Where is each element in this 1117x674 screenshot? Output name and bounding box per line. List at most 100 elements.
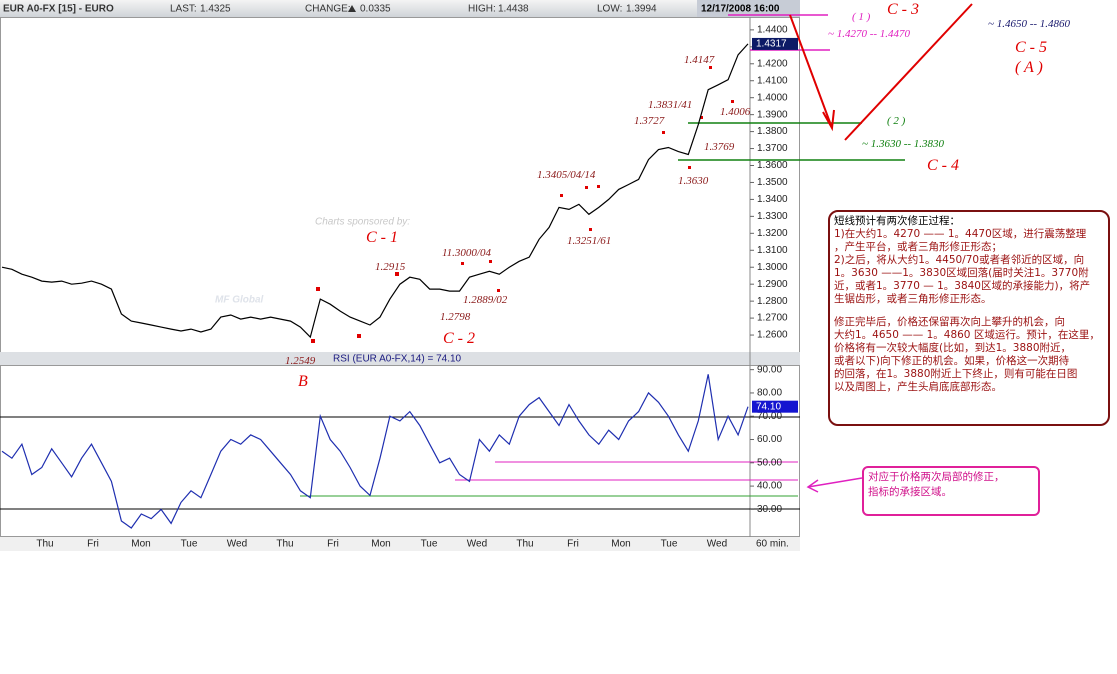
marker — [709, 66, 712, 69]
last-value: 74.10 — [756, 401, 781, 412]
annotation: B — [298, 373, 308, 390]
change-value: 0.0335 — [360, 4, 391, 15]
y-tick-label: 70.00 — [757, 411, 782, 422]
y-tick-label: 50.00 — [757, 457, 782, 468]
arrow — [844, 3, 973, 141]
y-tick-label: 1.3900 — [757, 109, 788, 120]
last-value: 1.4317 — [756, 39, 787, 50]
y-tick-label: 1.4000 — [757, 92, 788, 103]
arrow — [806, 477, 863, 493]
x-tick-label: Thu — [276, 539, 293, 550]
x-tick-label: Tue — [181, 539, 198, 550]
marker — [731, 100, 734, 103]
header-bar — [0, 0, 800, 17]
annotation: ( 2 ) — [887, 115, 906, 127]
annotation: 1.3405/04/14 — [537, 169, 596, 181]
x-tick-label: Wed — [707, 539, 727, 550]
annotation: C - 5 — [1015, 39, 1047, 56]
notes-line: 修正完毕后，价格还保留再次向上攀升的机会，向 — [834, 316, 1065, 328]
x-axis-strip — [0, 537, 800, 551]
rsi-strip — [0, 352, 800, 365]
y-tick-label: 1.3300 — [757, 211, 788, 222]
change-label: CHANGE: — [305, 4, 351, 15]
series-line — [1, 43, 749, 339]
rsi-title: RSI (EUR A0-FX,14) = 74.10 — [333, 354, 462, 365]
x-tick-label: Tue — [661, 539, 678, 550]
notes-title: 短线预计有两次修正过程： — [834, 215, 960, 227]
rsi-panel — [0, 365, 800, 537]
y-tick-label: 1.3500 — [757, 177, 788, 188]
date-box — [697, 0, 800, 17]
annotation: 1.3831/41 — [648, 99, 692, 111]
x-tick-label: Mon — [131, 539, 150, 550]
notes-line: 近，或者1。3770 — 1。3840区域的承接能力)，将产 — [834, 280, 1091, 292]
y-tick-label: 1.3100 — [757, 245, 788, 256]
notes-line: 或者以下)向下修正的机会。如果，价格这一次期待 — [834, 355, 1070, 367]
y-tick-label: 1.3000 — [757, 262, 788, 273]
high-value: 1.4438 — [498, 4, 529, 15]
marker — [489, 260, 492, 263]
y-tick-label: 1.2600 — [757, 330, 788, 341]
annotation: C - 2 — [443, 330, 475, 347]
marker — [585, 186, 588, 189]
x-tick-label: Thu — [36, 539, 53, 550]
annotation: 1.4147 — [684, 54, 715, 66]
notes-line: 1。3630 ——1。3830区域回落(届时关注1。3770附 — [834, 267, 1089, 279]
callout-line: 指标的承接区域。 — [868, 486, 952, 498]
last-badge — [752, 37, 798, 50]
annotation: 1.4006 — [720, 106, 751, 118]
marker — [357, 334, 361, 338]
notes-paragraph: 修正完毕后，价格还保留再次向上攀升的机会，向 大约1。4650 —— 1。4860… — [834, 316, 1104, 394]
annotation: ~ 1.4650 -- 1.4860 — [988, 18, 1071, 30]
marker — [311, 339, 315, 343]
y-tick-label: 90.00 — [757, 364, 782, 375]
y-tick-label: 1.4200 — [757, 58, 788, 69]
marker — [395, 272, 399, 276]
last-badge — [752, 400, 798, 413]
y-tick-label: 1.2700 — [757, 313, 788, 324]
notes-box: 短线预计有两次修正过程： 1)在大约1。4270 —— 1。4470区域，进行震荡… — [828, 210, 1110, 426]
notes-line: 生锯齿形，或者三角形修正形态。 — [834, 293, 992, 305]
series-line — [1, 374, 749, 529]
arrow — [789, 14, 835, 132]
x-tick-label: Mon — [611, 539, 630, 550]
annotation: 1.2889/02 — [463, 294, 508, 306]
y-tick-label: 40.00 — [757, 481, 782, 492]
x-tick-label: Wed — [467, 539, 487, 550]
notes-line: ，产生平台，或者三角形修正形态； — [834, 241, 1002, 253]
marker — [662, 131, 665, 134]
annotation: 1.2549 — [285, 355, 316, 367]
notes-paragraph: 1)在大约1。4270 —— 1。4470区域，进行震荡整理 ，产生平台，或者三角… — [834, 228, 1104, 306]
marker — [597, 185, 600, 188]
y-tick-label: 80.00 — [757, 388, 782, 399]
y-tick-label: 1.4400 — [757, 25, 788, 36]
x-tick-label: Fri — [87, 539, 99, 550]
annotation: 11.3000/04 — [442, 247, 491, 259]
annotation: 1.3251/61 — [567, 235, 611, 247]
x-tick-label: Fri — [327, 539, 339, 550]
notes-line: 以及周图上，产生头肩底底部形态。 — [834, 381, 1002, 393]
y-tick-label: 1.3800 — [757, 126, 788, 137]
last-label: LAST: — [170, 4, 197, 15]
logo: MF Global — [215, 295, 264, 306]
high-label: HIGH: — [468, 4, 496, 15]
notes-line: 大约1。4650 —— 1。4860 区域运行。预计，在这里， — [834, 329, 1100, 341]
low-label: LOW: — [597, 4, 622, 15]
y-tick-label: 1.2800 — [757, 296, 788, 307]
annotation: 1.2798 — [440, 311, 471, 323]
marker — [497, 289, 500, 292]
annotation: 1.2915 — [375, 261, 406, 273]
notes-line: 的回落，在1。3880附近上下终止，则有可能在日图 — [834, 368, 1078, 380]
annotation: ( 1 ) — [852, 11, 871, 23]
annotation: 1.3727 — [634, 115, 665, 127]
marker — [688, 166, 691, 169]
callout-box: 对应于价格两次局部的修正， 指标的承接区域。 — [862, 466, 1040, 516]
low-value: 1.3994 — [626, 4, 657, 15]
notes-line: 1)在大约1。4270 —— 1。4470区域，进行震荡整理 — [834, 228, 1087, 240]
marker — [700, 116, 703, 119]
marker — [589, 228, 592, 231]
callout-line: 对应于价格两次局部的修正， — [868, 471, 1005, 483]
y-tick-label: 1.4100 — [757, 75, 788, 86]
